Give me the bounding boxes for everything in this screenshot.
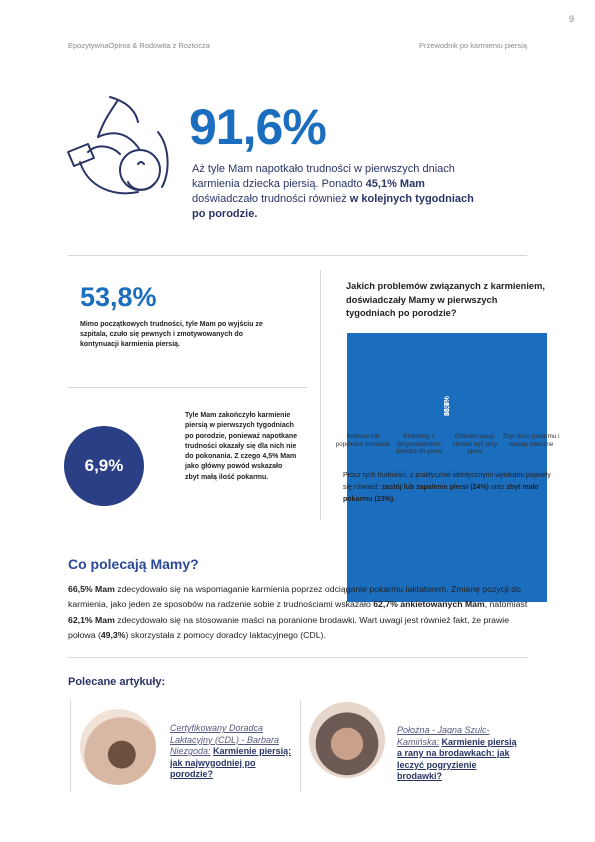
chart-title: Jakich problemów związanych z karmieniem… [346,281,545,318]
text-run: Prócz tych trudności, z praktycznie iden… [343,472,551,491]
text-run: zdecydowało się na wspomaganie karmienia… [68,584,521,610]
hero-stat: 91,6% [189,99,327,155]
article-photo[interactable] [309,702,385,778]
article-title[interactable]: Karmienie piersią a rany na brodawkach: … [397,736,517,782]
bar: 36,1% [347,396,547,548]
bar: 33% [347,402,547,603]
text-bold: 45,1% Mam [365,178,425,190]
text-run: oraz [488,484,507,491]
divider [68,657,527,658]
bar: 41,4% [347,396,547,489]
stat-text: Tyle Mam zakończyło karmienie piersią w … [185,412,298,481]
category-label: Problemy z przystawieniem dziecka do pie… [395,433,443,455]
text-bold: 49,3% [100,629,126,640]
article-author[interactable]: Położna - Jagna Szulc-Kamińska: [397,725,490,747]
section-text: 66,5% Mam zdecydowało się na wspomaganie… [68,582,530,643]
bar: 53,7% [347,333,547,421]
text-bold: 62,7% ankietowanych Mam [373,599,485,610]
text-bold: 66,5% Mam [68,584,115,594]
article-link[interactable]: Położna - Jagna Szulc-Kamińska: Karmieni… [397,725,522,783]
illustration [67,96,169,195]
text-bold: zbyt mało pokarmu (23%). [343,484,539,503]
category-label: Dziecko wciąż chciało być przy piersi [452,433,498,455]
text-run: Aż tyle Mam napotkało trudności w pierws… [192,163,455,190]
header-left: EpozytywnaOpinia & Rodowita z Roztocza [68,41,210,50]
stat-circle: 6,9% [64,426,144,506]
divider [320,270,321,520]
value-label: 33% [444,401,451,416]
divider [300,700,301,792]
hero-text: Aż tyle Mam napotkało trudności w pierws… [192,162,477,222]
section-title: Co polecają Mamy? [68,556,199,572]
divider [70,700,71,792]
text-bold: 62,1% Mam [68,614,115,625]
text-run: zdecydowało się na stosowanie maści na p… [68,614,510,640]
header-right: Przewodnik po karmieniu piersią [419,41,527,50]
stat-value: 53,8% [80,282,157,312]
text-bold: w kolejnych tygodniach po porodzie. [192,193,474,220]
article-title[interactable]: Karmienie piersią: jak najwygodniej po p… [170,746,292,779]
text-run: doświadczało trudności również [192,193,350,205]
article-photo[interactable] [80,709,156,785]
text-bold: zastój lub zapalenie piersi (24%) [381,484,489,491]
chart: 53,7% Bolesne lub popękane brodawki 41,4% P… [336,333,560,603]
article-author[interactable]: Certyfikowany Doradca Laktacyjny (CDL) -… [170,723,280,756]
divider [68,255,527,256]
stat-value: 6,9% [84,456,124,475]
category-label: Zbyt dużo pokarmu i nawały mleczne [502,433,560,448]
text-run: , natomiast [484,599,528,610]
articles-title: Polecane artykuły: [68,676,166,688]
article-link[interactable]: Certyfikowany Doradca Laktacyjny (CDL) -… [170,723,295,781]
divider [68,387,307,388]
page-number: 9 [569,14,575,24]
category-label: Bolesne lub popękane brodawki [335,433,391,448]
text-run: ) skorzystała z pomocy doradcy laktacyjn… [125,629,326,640]
chart-note: Prócz tych trudności, z praktycznie iden… [343,470,553,506]
stat-text: Mimo początkowych trudności, tyle Mam po… [80,321,263,348]
